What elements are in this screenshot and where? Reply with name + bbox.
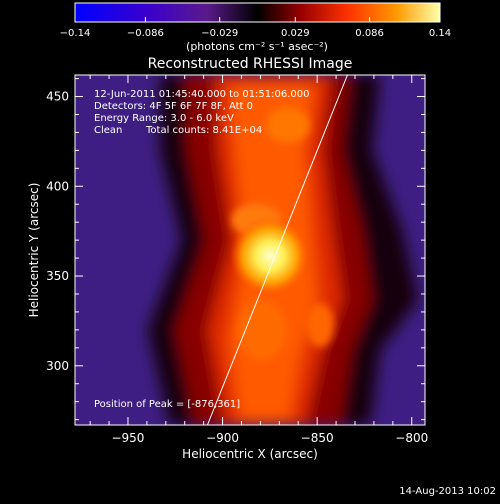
x-tick-label: −900 [206,431,239,445]
colorbar-tick-label: 0.14 [429,28,451,39]
y-tick-label: 400 [46,179,69,193]
colorbar-tick-label: 0.029 [281,28,310,39]
colorbar [74,2,441,23]
colorbar-tick-label: −0.086 [127,28,164,39]
colorbar-tick-label: −0.029 [201,28,238,39]
annotation-algorithm: Clean [94,125,122,136]
colorbar-label: (photons cm⁻² s⁻¹ asec⁻²) [186,40,328,53]
annotation-time-range: 12-Jun-2011 01:45:40.000 to 01:51:06.000 [94,89,310,100]
x-tick-label: −950 [111,431,144,445]
x-tick-label: −850 [301,431,334,445]
colorbar-tick-label: −0.14 [60,28,91,39]
annotation-energy: Energy Range: 3.0 - 6.0 keV [94,113,234,124]
y-tick-label: 350 [46,269,69,283]
colorbar-ticks: −0.14 −0.086 −0.029 0.029 0.086 0.14 [60,17,451,39]
colorbar-tick-label: 0.086 [355,28,384,39]
x-axis-label: Heliocentric X (arcsec) [182,447,318,461]
footer-date: 14-Aug-2013 10:02 [399,486,496,497]
y-tick-label: 450 [46,90,69,104]
y-axis-label: Heliocentric Y (arcsec) [27,183,41,318]
heatmap-image [75,75,425,425]
limb-line [206,75,348,425]
annotation-detectors: Detectors: 4F 5F 6F 7F 8F, Att 0 [94,101,253,112]
annotation-total-counts: Total counts: 8.41E+04 [145,125,262,136]
y-tick-label: 300 [46,359,69,373]
annotation-peak-position: Position of Peak = [-876,361] [94,399,240,410]
chart-title: Reconstructed RHESSI Image [148,56,353,72]
plot-frame [74,74,426,426]
x-tick-label: −800 [395,431,428,445]
axis-ticks: −950 −900 −850 −800 300 350 400 450 [46,75,428,445]
peak-core [230,216,310,296]
